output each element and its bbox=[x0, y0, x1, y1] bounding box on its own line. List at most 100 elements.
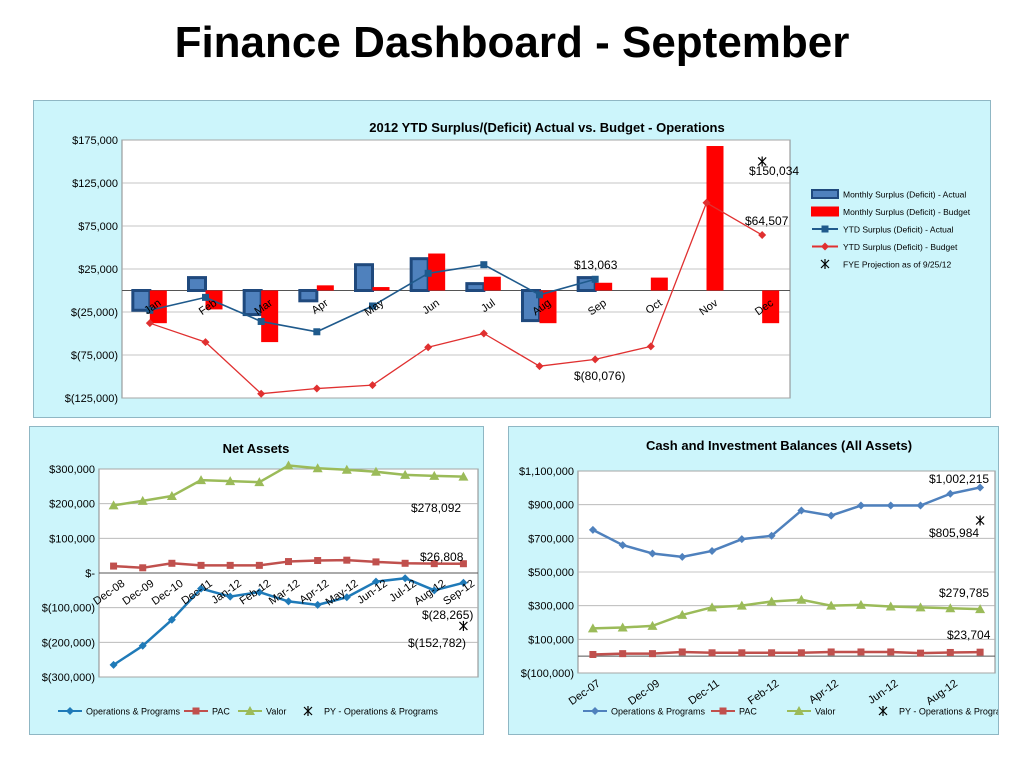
y-tick-label: $500,000 bbox=[528, 567, 574, 579]
data-label: $13,063 bbox=[574, 258, 618, 272]
net-assets-chart: $300,000 $200,000 $100,000 $- $(100,000) $(20… bbox=[42, 441, 479, 717]
legend-swatch bbox=[811, 206, 839, 217]
data-point bbox=[886, 501, 895, 510]
legend-marker bbox=[591, 707, 599, 715]
data-point bbox=[139, 564, 147, 572]
legend-marker bbox=[192, 707, 200, 715]
y-tick-label: $(300,000) bbox=[42, 672, 95, 684]
line-valor bbox=[592, 598, 981, 630]
data-point bbox=[138, 641, 147, 650]
data-point bbox=[197, 561, 205, 569]
y-tick-label: $(75,000) bbox=[71, 350, 118, 362]
bar-monthly-budget bbox=[595, 282, 613, 291]
data-point bbox=[459, 560, 467, 568]
data-point bbox=[314, 557, 322, 565]
data-point bbox=[678, 648, 686, 656]
x-tick-label: Jun-12 bbox=[866, 678, 900, 707]
x-tick-label: Dec-07 bbox=[567, 678, 603, 708]
point-ytd-budget bbox=[591, 355, 600, 364]
point-ytd-budget bbox=[424, 343, 433, 352]
data-point bbox=[648, 650, 656, 658]
data-point bbox=[429, 470, 440, 480]
data-point bbox=[737, 535, 746, 544]
chart-title: Cash and Investment Balances (All Assets… bbox=[646, 438, 912, 453]
line-operations-programs bbox=[592, 486, 981, 559]
data-point bbox=[197, 584, 206, 593]
y-tick-label: $(200,000) bbox=[42, 637, 95, 649]
data-label: $23,704 bbox=[947, 628, 991, 642]
data-point bbox=[976, 648, 984, 656]
data-point bbox=[459, 578, 468, 587]
data-point bbox=[736, 600, 747, 610]
legend-marker bbox=[66, 707, 74, 715]
data-point bbox=[618, 541, 627, 550]
data-point bbox=[108, 500, 119, 510]
y-tick-label: $700,000 bbox=[528, 533, 574, 545]
y-tick-label: $(125,000) bbox=[65, 393, 118, 405]
legend-marker bbox=[794, 706, 804, 715]
data-label: $150,034 bbox=[749, 164, 799, 178]
data-point bbox=[226, 592, 235, 601]
data-point bbox=[768, 649, 776, 657]
y-tick-label: $- bbox=[85, 568, 95, 580]
bar-monthly-budget bbox=[149, 290, 167, 324]
y-tick-label: $(100,000) bbox=[42, 603, 95, 615]
data-point bbox=[587, 623, 598, 633]
x-tick-label: Aug-12 bbox=[924, 678, 960, 708]
data-point bbox=[285, 558, 292, 566]
legend-marker bbox=[820, 259, 830, 269]
data-point bbox=[110, 562, 118, 570]
bar-monthly-budget bbox=[316, 285, 334, 291]
data-point bbox=[619, 650, 627, 658]
data-label: $278,092 bbox=[411, 501, 461, 515]
data-point bbox=[255, 561, 263, 569]
legend-marker bbox=[303, 706, 313, 716]
bar-monthly-budget bbox=[483, 276, 501, 291]
point-ytd-actual bbox=[536, 291, 543, 299]
data-point bbox=[196, 475, 207, 485]
data-point bbox=[797, 506, 806, 515]
data-point bbox=[401, 559, 409, 567]
data-point bbox=[588, 525, 597, 534]
data-point bbox=[976, 483, 985, 492]
legend-label: Operations & Programs bbox=[611, 707, 706, 717]
legend-label: PAC bbox=[212, 707, 230, 717]
bar-monthly-actual bbox=[298, 289, 319, 303]
y-tick-label: $200,000 bbox=[49, 499, 95, 511]
data-point bbox=[458, 471, 469, 481]
data-label: $805,984 bbox=[929, 526, 979, 540]
point-ytd-budget bbox=[201, 338, 210, 347]
bar-monthly-budget bbox=[372, 287, 390, 291]
data-point bbox=[887, 648, 895, 656]
data-point bbox=[370, 466, 381, 476]
chart-panel-net-assets: $300,000 $200,000 $100,000 $- $(100,000) $(20… bbox=[29, 426, 484, 735]
data-point bbox=[401, 574, 410, 583]
legend-label: Monthly Surplus (Deficit) - Actual bbox=[843, 190, 966, 200]
x-tick-label: Apr-12 bbox=[807, 678, 841, 707]
bar-monthly-budget bbox=[539, 290, 557, 324]
data-point bbox=[946, 648, 954, 656]
data-point bbox=[312, 463, 323, 473]
data-point bbox=[617, 622, 628, 632]
data-label: $(28,265) bbox=[422, 608, 473, 622]
legend-marker bbox=[821, 242, 829, 251]
data-point bbox=[648, 549, 657, 558]
data-point bbox=[284, 597, 293, 606]
data-point bbox=[708, 649, 716, 657]
cash-investment-chart: $1,100,000 $900,000 $700,000 $500,000 $300,0… bbox=[519, 438, 998, 717]
line-ytd-budget bbox=[149, 202, 763, 395]
data-point bbox=[855, 599, 866, 609]
data-point bbox=[738, 649, 746, 657]
data-point bbox=[254, 477, 265, 487]
data-point bbox=[109, 660, 118, 669]
legend-label: PY - Operations & Programs bbox=[899, 707, 998, 717]
point-ytd-actual bbox=[369, 302, 376, 310]
data-label: $(152,782) bbox=[408, 636, 466, 650]
legend-marker bbox=[245, 706, 255, 715]
data-point bbox=[767, 531, 776, 540]
data-label: $(80,076) bbox=[574, 369, 625, 383]
point-ytd-actual bbox=[257, 317, 265, 325]
bar-monthly-actual bbox=[187, 276, 207, 293]
data-point bbox=[372, 558, 380, 566]
bar-monthly-budget bbox=[706, 146, 724, 291]
